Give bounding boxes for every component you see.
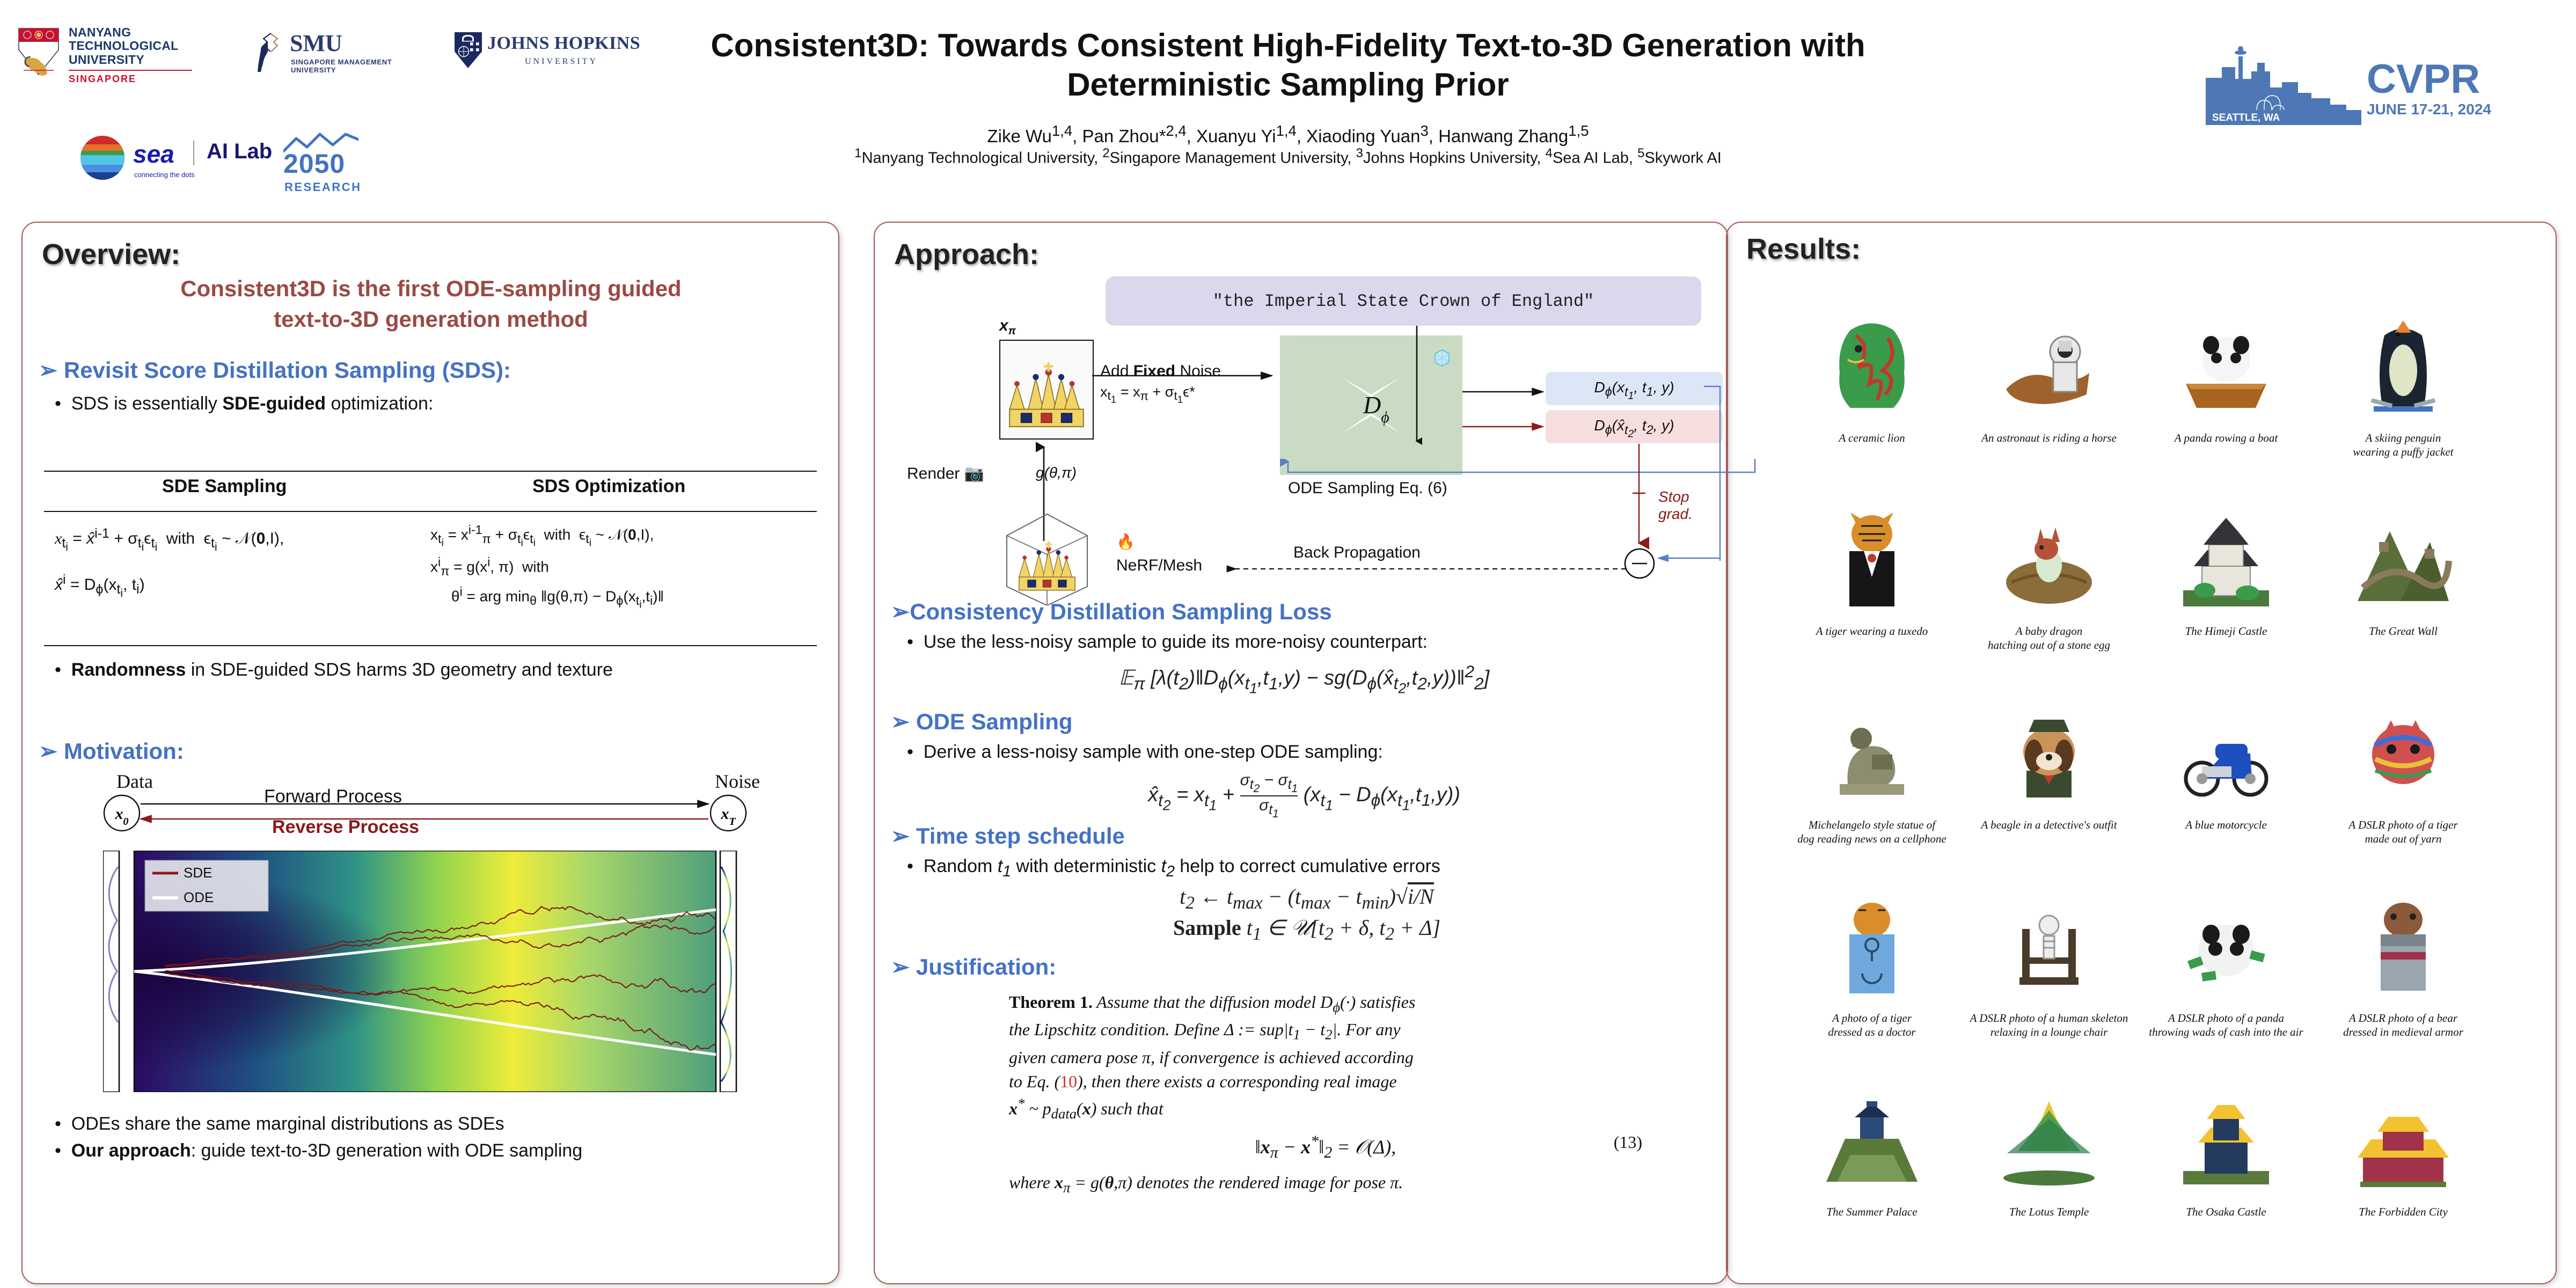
svg-text:SEATTLE, WA: SEATTLE, WA (2212, 112, 2280, 123)
svg-text:SDE: SDE (184, 865, 212, 881)
svg-text:JUNE 17-21, 2024: JUNE 17-21, 2024 (2367, 101, 2491, 118)
svg-text:ODE: ODE (184, 889, 214, 905)
svg-text:CVPR: CVPR (2367, 56, 2480, 102)
